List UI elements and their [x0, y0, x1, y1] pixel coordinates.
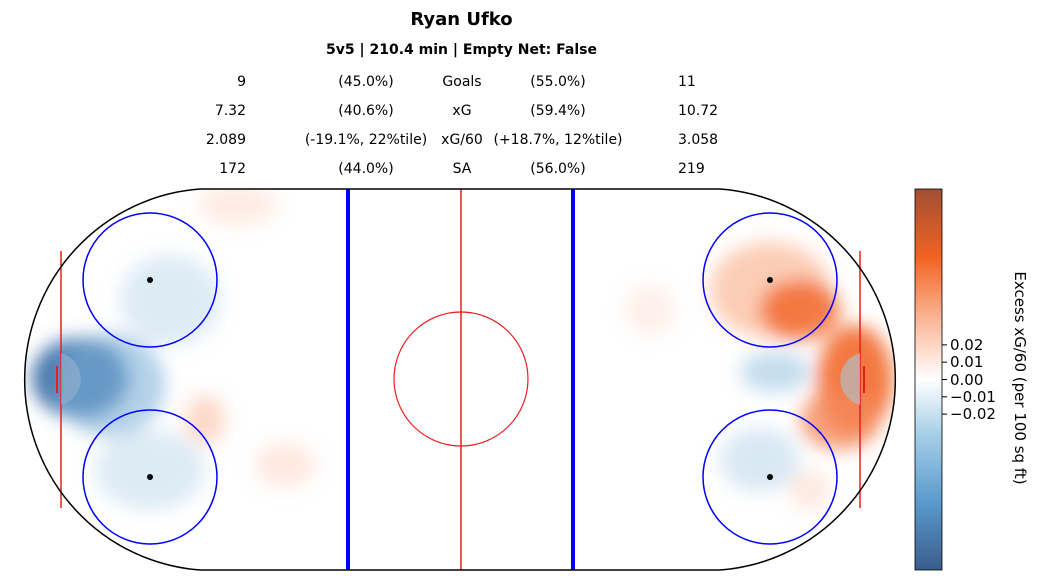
colorbar: [914, 188, 943, 571]
stat-left-value: 172: [219, 161, 246, 177]
right-crease: [840, 353, 860, 405]
stat-left-pct: (-19.1%, 22%tile): [304, 132, 428, 148]
stat-label: SA: [452, 161, 472, 177]
stat-label: xG/60: [441, 132, 483, 148]
heat-cell: [760, 280, 840, 340]
stat-label: xG: [452, 103, 472, 119]
colorbar-tick-label: 0.01: [950, 353, 984, 372]
stat-left-value: 9: [237, 74, 246, 90]
heat-cell: [255, 443, 315, 487]
left-crease: [61, 353, 81, 405]
colorbar-tick-label: −0.02: [950, 405, 996, 424]
stat-right-pct: (56.0%): [530, 161, 586, 177]
faceoff-circle: [702, 212, 838, 348]
stat-right-value: 10.72: [678, 103, 719, 119]
stat-right-value: 219: [678, 161, 705, 177]
stat-left-value: 7.32: [214, 103, 246, 119]
heat-cell: [790, 470, 830, 510]
heat-cell: [740, 352, 810, 392]
faceoff-circle: [82, 212, 218, 348]
colorbar-tick-label: 0.00: [950, 370, 984, 389]
heat-cell: [185, 395, 225, 445]
stat-left-pct: (44.0%): [338, 161, 394, 177]
stat-left-value: 2.089: [205, 132, 246, 148]
stat-right-pct: (+18.7%, 12%tile): [493, 132, 623, 148]
colorbar-label: Excess xG/60 (per 100 sq ft): [1011, 271, 1029, 485]
stat-left-pct: (45.0%): [338, 74, 394, 90]
heatmap-layer: [32, 189, 893, 510]
center-faceoff-circle: [393, 311, 529, 447]
faceoff-circle: [82, 409, 218, 545]
colorbar-tick-label: 0.02: [950, 335, 984, 354]
stat-right-value: 11: [678, 74, 696, 90]
heat-cell: [120, 255, 220, 345]
heat-cell: [625, 285, 675, 335]
faceoff-dot: [147, 277, 153, 283]
rink-boards: [23, 188, 897, 571]
chart-title: Ryan Ufko: [410, 9, 513, 30]
stat-label: Goals: [442, 74, 482, 90]
heat-cell: [720, 428, 800, 492]
faceoff-circle: [702, 409, 838, 545]
chart-subtitle: 5v5 | 210.4 min | Empty Net: False: [326, 42, 597, 58]
stat-right-pct: (59.4%): [530, 103, 586, 119]
heat-cell: [800, 390, 880, 450]
heat-cell: [198, 189, 278, 225]
faceoff-dot: [767, 277, 773, 283]
stat-right-value: 3.058: [678, 132, 719, 148]
stat-right-pct: (55.0%): [530, 74, 586, 90]
faceoff-dot: [767, 474, 773, 480]
colorbar-tick-label: −0.01: [950, 387, 996, 406]
faceoff-dot: [147, 474, 153, 480]
colorbar-ticks: [942, 344, 947, 415]
stat-left-pct: (40.6%): [338, 103, 394, 119]
heat-cell: [95, 430, 205, 510]
